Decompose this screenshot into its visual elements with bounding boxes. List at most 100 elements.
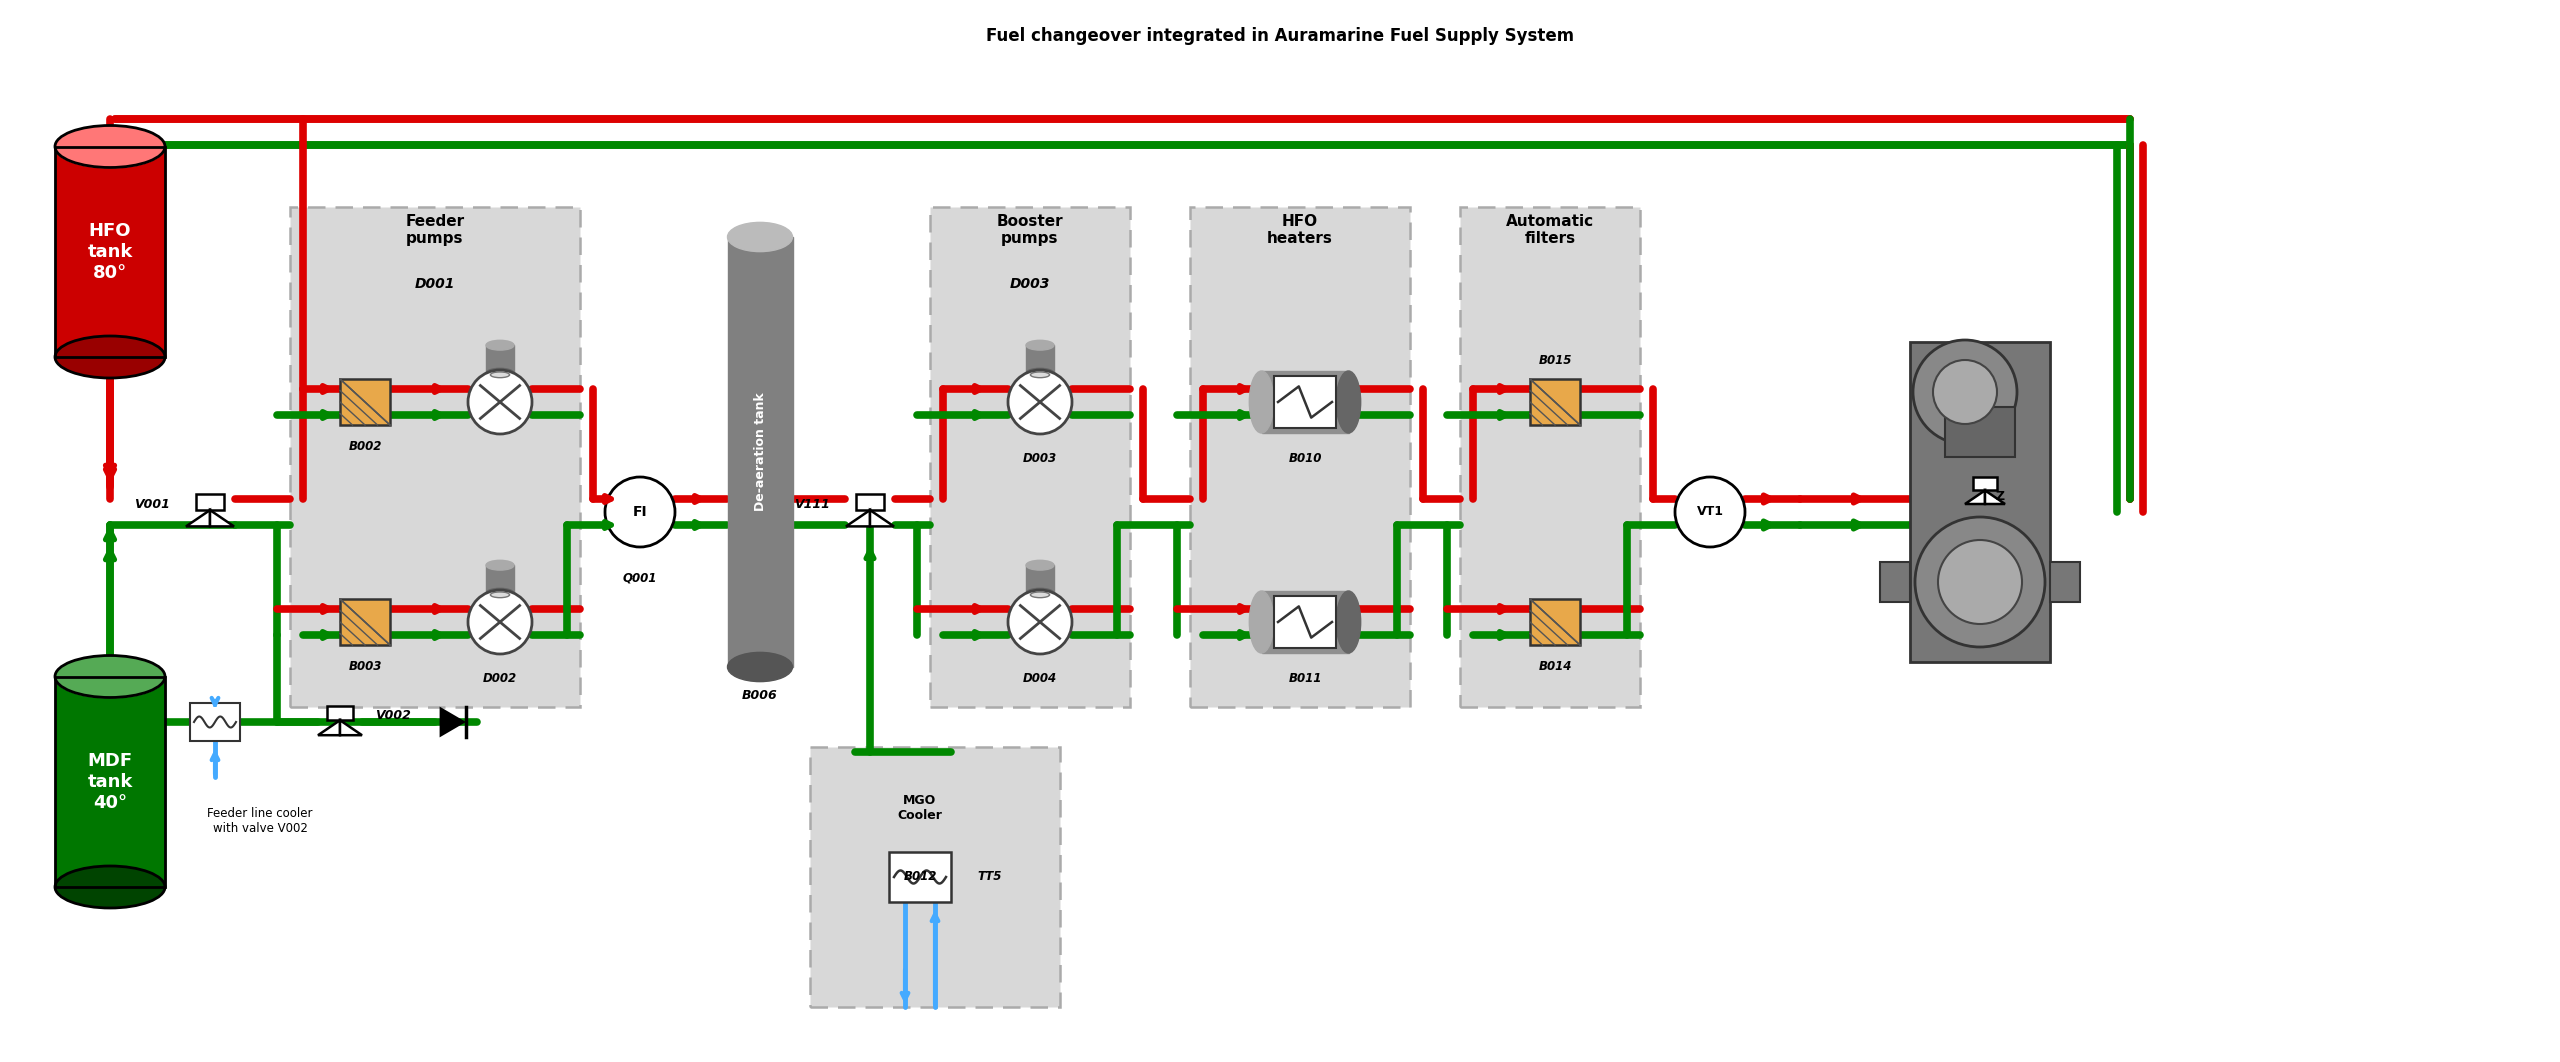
FancyBboxPatch shape <box>1459 207 1641 707</box>
Circle shape <box>1009 370 1073 434</box>
Polygon shape <box>845 510 870 527</box>
Polygon shape <box>440 706 466 737</box>
Ellipse shape <box>727 652 794 682</box>
Bar <box>54 147 164 357</box>
Polygon shape <box>1984 491 2004 504</box>
Bar <box>727 237 794 667</box>
Text: Z: Z <box>1994 491 2004 503</box>
Circle shape <box>604 477 676 547</box>
Text: V002: V002 <box>374 709 410 722</box>
Polygon shape <box>210 510 233 527</box>
Bar <box>1262 590 1349 653</box>
Text: VT1: VT1 <box>1697 506 1723 518</box>
Text: D003: D003 <box>1009 277 1050 291</box>
Ellipse shape <box>492 592 509 598</box>
FancyBboxPatch shape <box>289 207 581 707</box>
Text: D001: D001 <box>415 277 456 291</box>
Ellipse shape <box>1032 592 1050 598</box>
Text: Booster
pumps: Booster pumps <box>996 215 1062 246</box>
Bar <box>328 706 353 720</box>
Bar <box>54 676 164 887</box>
Bar <box>1262 371 1349 433</box>
Text: Feeder line cooler
with valve V002: Feeder line cooler with valve V002 <box>207 807 312 835</box>
Bar <box>1027 345 1055 373</box>
Text: HFO
heaters: HFO heaters <box>1267 215 1334 246</box>
Bar <box>486 345 515 373</box>
Text: V111: V111 <box>794 498 829 511</box>
Circle shape <box>1912 340 2017 444</box>
Bar <box>1910 342 2051 662</box>
Ellipse shape <box>54 867 164 908</box>
Text: Q001: Q001 <box>622 572 658 585</box>
Text: B015: B015 <box>1539 354 1572 367</box>
Bar <box>195 495 225 510</box>
Ellipse shape <box>486 369 515 378</box>
Ellipse shape <box>1249 371 1275 433</box>
Ellipse shape <box>1032 372 1050 378</box>
Bar <box>855 495 883 510</box>
Text: Automatic
filters: Automatic filters <box>1505 215 1595 246</box>
Text: TT5: TT5 <box>978 871 1001 884</box>
Text: B002: B002 <box>348 440 381 453</box>
Text: B011: B011 <box>1288 672 1321 685</box>
Text: MDF
tank
40°: MDF tank 40° <box>87 752 133 811</box>
Ellipse shape <box>54 126 164 168</box>
Text: De-aeration tank: De-aeration tank <box>753 393 765 512</box>
Bar <box>1974 478 1997 491</box>
FancyBboxPatch shape <box>809 747 1060 1007</box>
Ellipse shape <box>54 336 164 378</box>
Ellipse shape <box>727 222 794 252</box>
Circle shape <box>1009 590 1073 654</box>
Ellipse shape <box>492 372 509 378</box>
Ellipse shape <box>1336 590 1362 653</box>
Polygon shape <box>870 510 893 527</box>
Text: B010: B010 <box>1288 452 1321 465</box>
Bar <box>1531 599 1580 645</box>
Circle shape <box>1915 517 2045 647</box>
Text: D002: D002 <box>484 672 517 685</box>
Ellipse shape <box>486 340 515 350</box>
Bar <box>1275 376 1336 428</box>
Text: B014: B014 <box>1539 660 1572 673</box>
Bar <box>54 676 164 887</box>
Circle shape <box>1674 477 1746 547</box>
Text: V001: V001 <box>136 498 172 511</box>
Text: Fuel changeover integrated in Auramarine Fuel Supply System: Fuel changeover integrated in Auramarine… <box>986 27 1574 45</box>
Text: B006: B006 <box>742 689 778 702</box>
FancyBboxPatch shape <box>929 207 1129 707</box>
Bar <box>2051 562 2079 602</box>
Bar <box>1027 565 1055 594</box>
Ellipse shape <box>1249 590 1275 653</box>
Text: Feeder
pumps: Feeder pumps <box>404 215 463 246</box>
Ellipse shape <box>1336 371 1362 433</box>
Text: D004: D004 <box>1024 672 1057 685</box>
Ellipse shape <box>1027 561 1055 570</box>
Polygon shape <box>340 720 361 735</box>
Bar <box>888 852 950 902</box>
Bar <box>189 703 241 741</box>
Circle shape <box>1938 539 2022 624</box>
Bar <box>1879 562 1910 602</box>
Ellipse shape <box>54 656 164 698</box>
Bar <box>1275 596 1336 648</box>
Ellipse shape <box>1027 588 1055 598</box>
Circle shape <box>468 590 532 654</box>
Polygon shape <box>187 510 210 527</box>
Ellipse shape <box>1027 369 1055 378</box>
Polygon shape <box>317 720 340 735</box>
Ellipse shape <box>486 561 515 570</box>
Bar <box>1531 379 1580 425</box>
FancyBboxPatch shape <box>1190 207 1411 707</box>
Bar <box>54 147 164 357</box>
Text: HFO
tank
80°: HFO tank 80° <box>87 222 133 281</box>
Polygon shape <box>1966 491 1984 504</box>
Bar <box>340 379 389 425</box>
Text: FI: FI <box>632 506 648 519</box>
Circle shape <box>468 370 532 434</box>
Ellipse shape <box>486 588 515 598</box>
Ellipse shape <box>1027 340 1055 350</box>
Bar <box>340 599 389 645</box>
Text: B003: B003 <box>348 660 381 673</box>
Text: D003: D003 <box>1024 452 1057 465</box>
Text: B012: B012 <box>904 870 937 883</box>
